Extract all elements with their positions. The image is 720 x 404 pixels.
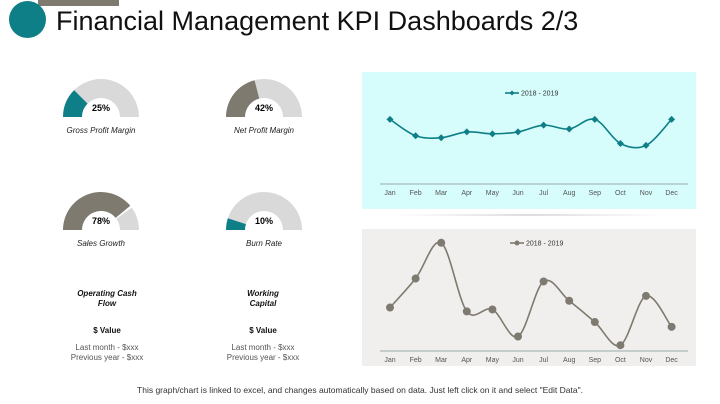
data-point: [668, 115, 676, 123]
data-point: [514, 128, 522, 136]
data-point: [386, 303, 394, 312]
gauge-chart: 10%: [226, 192, 302, 230]
x-tick-label: May: [486, 190, 500, 197]
x-tick-label: Feb: [410, 357, 422, 364]
series-line: [389, 118, 673, 149]
data-point: [591, 115, 599, 123]
data-point: [642, 291, 650, 300]
x-tick-label: Jun: [512, 190, 523, 197]
data-point: [514, 332, 522, 341]
data-point: [540, 121, 548, 129]
x-tick-label: Jan: [384, 357, 395, 364]
kpi-name: Operating Cash Flow: [77, 289, 137, 308]
kpi-operating-cash-flow: Operating Cash Flow $ Value Last month -…: [52, 289, 162, 363]
data-point: [539, 277, 548, 286]
x-tick-label: Aug: [563, 190, 576, 197]
gauge-track: [74, 79, 139, 117]
data-point: [412, 132, 420, 140]
data-point: [565, 125, 573, 133]
series-line: [389, 241, 673, 347]
gauge-track: [116, 207, 139, 230]
data-point: [463, 128, 471, 136]
gauge-net-profit-margin: 42% Net Profit Margin: [204, 76, 324, 135]
data-point: [488, 130, 496, 138]
x-tick-label: Jan: [384, 190, 395, 197]
x-tick-label: Dec: [665, 357, 678, 364]
line-chart-top: Jan Feb Mar Apr May Jun Jul Aug Sep Oct Nov Dec 2018…: [362, 72, 696, 209]
x-tick-label: Jul: [539, 190, 548, 197]
gauge-fill: [63, 90, 88, 117]
decorative-bar: [38, 0, 119, 6]
x-tick-label: Apr: [461, 357, 473, 364]
x-tick-label: Sep: [589, 190, 602, 197]
x-tick-label: Oct: [615, 190, 626, 197]
data-point: [616, 341, 625, 350]
kpi-working-capital: Working Capital $ Value Last month - $xx…: [208, 289, 318, 363]
data-point: [411, 274, 420, 283]
x-tick-label: Dec: [665, 190, 678, 197]
legend-marker: [514, 240, 520, 246]
kpi-last-month: Last month - $xxx: [231, 343, 295, 352]
x-tick-label: Oct: [615, 357, 626, 364]
footer-note: This graph/chart is linked to excel, and…: [137, 385, 583, 395]
x-tick-label: May: [486, 357, 500, 364]
gauge-fill: [226, 218, 246, 230]
kpi-last-month: Last month - $xxx: [75, 343, 139, 352]
kpi-previous-year: Previous year - $xxx: [70, 353, 144, 362]
gauge-sales-growth: 78% Sales Growth: [41, 189, 161, 248]
gauge-value: 42%: [255, 103, 273, 113]
x-tick-label: Mar: [435, 357, 448, 364]
kpi-previous-year: Previous year - $xxx: [226, 353, 300, 362]
data-point: [642, 141, 650, 149]
x-tick-label: Aug: [563, 357, 576, 364]
legend-marker: [509, 90, 515, 96]
page-title: Financial Management KPI Dashboards 2/3: [56, 6, 579, 36]
divider: [395, 214, 665, 216]
x-tick-label: Jul: [539, 357, 548, 364]
legend-label: 2018 - 2019: [521, 91, 558, 98]
x-tick-label: Jun: [512, 357, 523, 364]
kpi-name: Working Capital: [247, 289, 279, 308]
gauge-chart: 25%: [63, 79, 139, 117]
x-tick-label: Apr: [461, 190, 473, 197]
x-tick-label: Nov: [640, 190, 653, 197]
line-chart-bottom: Jan Feb Mar Apr May Jun Jul Aug Sep Oct Nov Dec 2018…: [362, 229, 696, 366]
data-point: [616, 139, 624, 147]
gauge-label: Net Profit Margin: [233, 126, 295, 135]
data-point: [462, 307, 471, 316]
gauge-burn-rate: 10% Burn Rate: [204, 189, 324, 248]
kpi-value: $ Value: [93, 326, 121, 335]
gauge-chart: 78%: [63, 192, 139, 230]
x-tick-label: Sep: [589, 357, 602, 364]
gauge-label: Gross Profit Margin: [66, 126, 136, 135]
data-point: [386, 115, 394, 123]
gauge-value: 10%: [255, 216, 273, 226]
data-point: [437, 134, 445, 142]
gauge-chart: 42%: [226, 79, 302, 117]
chart-svg: Jan Feb Mar Apr May Jun Jul Aug Sep Oct Nov Dec 2018…: [380, 90, 688, 197]
gauge-fill: [63, 192, 131, 230]
x-tick-label: Mar: [435, 190, 448, 197]
gauge-value: 78%: [92, 216, 110, 226]
gauge-value: 25%: [92, 103, 110, 113]
data-point: [565, 296, 574, 305]
kpi-value: $ Value: [249, 326, 277, 335]
x-tick-label: Nov: [640, 357, 653, 364]
decorative-circle: [9, 1, 46, 38]
gauge-track: [254, 79, 302, 117]
data-point: [437, 238, 446, 247]
x-tick-label: Feb: [410, 190, 422, 197]
legend-label: 2018 - 2019: [526, 241, 563, 248]
gauge-fill: [226, 80, 260, 117]
data-point: [488, 305, 497, 314]
gauge-label: Burn Rate: [245, 239, 283, 248]
data-point: [590, 318, 599, 327]
chart-svg: Jan Feb Mar Apr May Jun Jul Aug Sep Oct Nov Dec 2018…: [380, 238, 688, 364]
gauge-track: [227, 192, 302, 230]
data-point: [667, 322, 676, 331]
gauge-gross-profit-margin: 25% Gross Profit Margin: [41, 76, 161, 135]
gauge-label: Sales Growth: [76, 239, 126, 248]
